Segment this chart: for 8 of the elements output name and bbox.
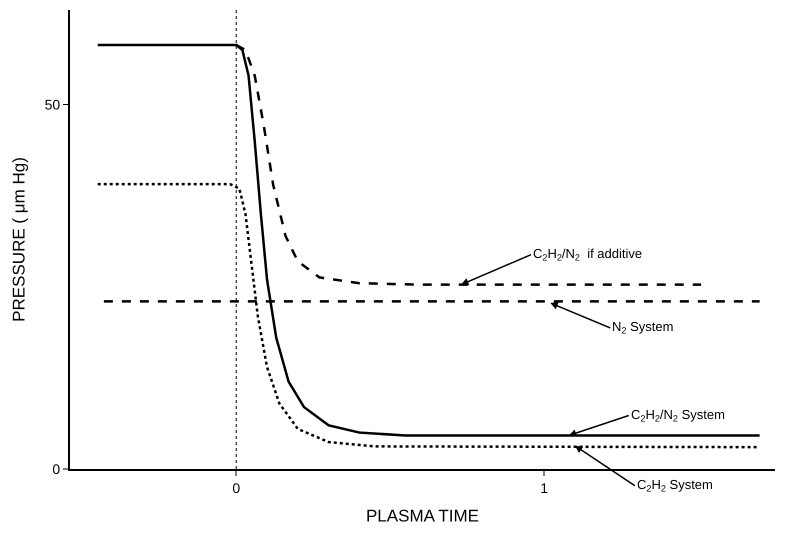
x-axis-title: PLASMA TIME xyxy=(366,506,480,526)
y-axis-title: PRESSURE ( μm Hg) xyxy=(10,157,29,322)
annotation: C$_{2}$H$_{2}$/N$_{2}$ if additive xyxy=(533,246,642,263)
y-tick-label: 50 xyxy=(44,96,60,113)
x-tick-label: 1 xyxy=(540,480,548,496)
annotation: C$_{2}$H$_{2}$/N$_{2}$ System xyxy=(631,407,725,424)
annotation: N$_{2}$ System xyxy=(612,319,674,336)
annotation: C$_{2}$H$_{2}$ System xyxy=(637,477,713,494)
